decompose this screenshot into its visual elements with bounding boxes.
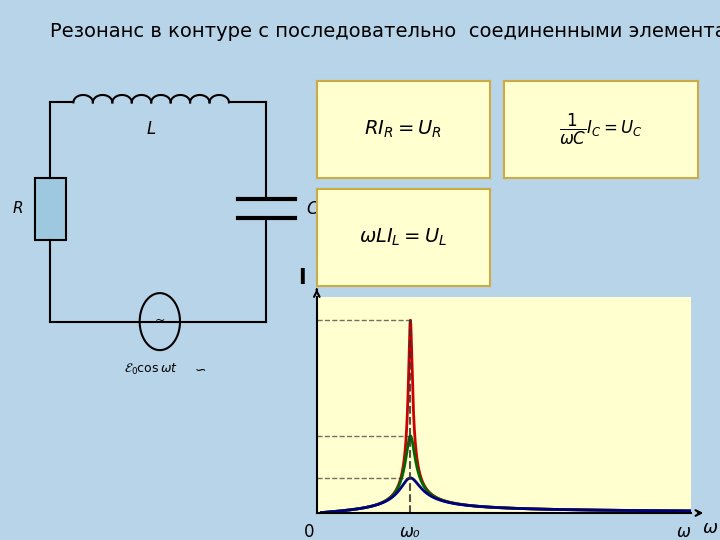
Text: ω: ω <box>677 523 690 540</box>
Bar <box>35 178 66 240</box>
Text: 0: 0 <box>304 523 315 540</box>
Text: ω₀: ω₀ <box>400 523 420 540</box>
Text: ~: ~ <box>155 314 165 327</box>
Text: R: R <box>12 201 23 217</box>
Text: ∽: ∽ <box>194 362 206 376</box>
Text: C: C <box>307 200 318 218</box>
Text: $\omega L I_L = U_L$: $\omega L I_L = U_L$ <box>359 227 447 248</box>
Text: $RI_R = U_R$: $RI_R = U_R$ <box>364 119 442 140</box>
Text: L: L <box>147 120 156 138</box>
Text: Резонанс в контуре с последовательно  соединенными элементами: Резонанс в контуре с последовательно сое… <box>50 22 720 40</box>
Text: ω: ω <box>702 519 718 537</box>
Text: I: I <box>298 268 305 288</box>
Text: $\dfrac{1}{\omega C}I_C = U_C$: $\dfrac{1}{\omega C}I_C = U_C$ <box>559 112 643 147</box>
Text: $\mathcal{E}_0\cos\omega t$: $\mathcal{E}_0\cos\omega t$ <box>125 362 178 377</box>
